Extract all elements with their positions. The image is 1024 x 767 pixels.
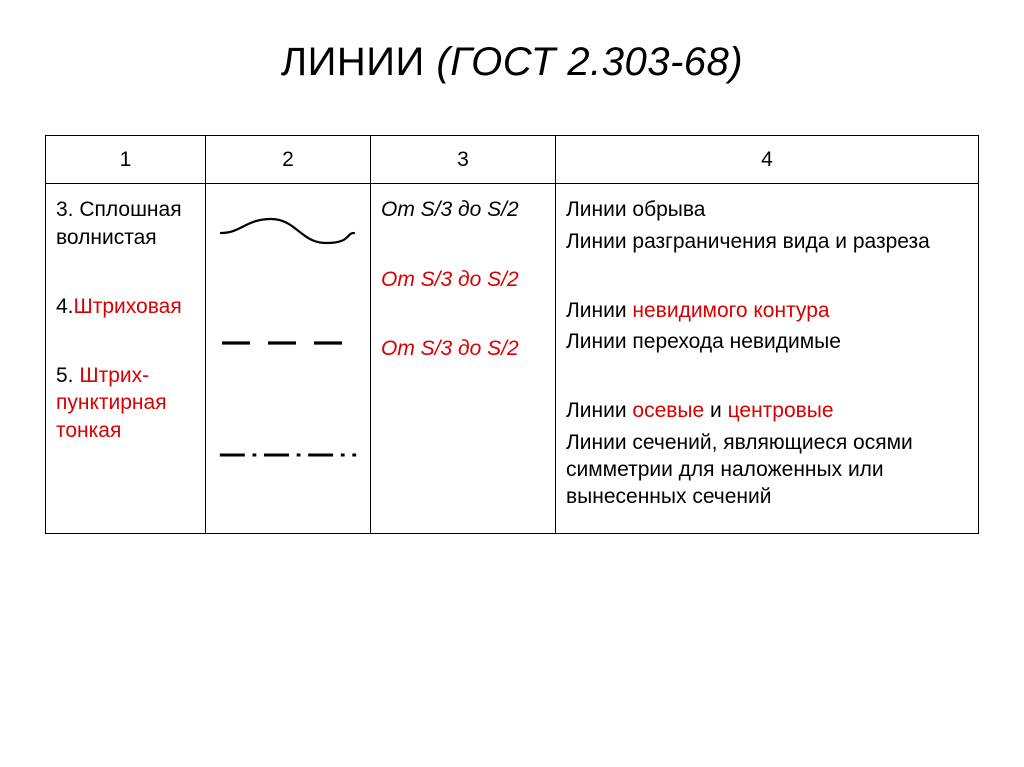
text-red: невидимого контура [632,299,829,322]
text: Линии сечений, являющиеся осями симметри… [566,431,913,509]
sample-dashed [216,308,360,378]
title-italic: (ГОСТ 2.303-68) [436,40,743,84]
line-types-table: 1 2 3 4 3. Сплошная волнистая 4.Штрихова… [45,135,979,534]
row-number: 3. [56,198,79,221]
text-red: центровые [728,399,834,422]
title-plain: ЛИНИИ [281,40,437,84]
text: Линии [566,299,632,322]
col-header-2: 2 [206,136,371,184]
wavy-line-icon [216,211,356,251]
desc-line: Линии перехода невидимые [566,328,968,355]
desc-line: Линии разграничения вида и разреза [566,228,968,255]
col-header-1: 1 [46,136,206,184]
row-number: 5. [56,364,79,387]
thickness-5: От S/3 до S/2 [381,335,545,362]
desc-5: Линии осевые и центровые Линии сечений, … [566,397,968,510]
row-number: 4. [56,295,74,318]
page-title: ЛИНИИ (ГОСТ 2.303-68) [45,40,979,85]
text: и [704,399,727,422]
thickness-3: От S/3 до S/2 [381,196,545,223]
line-name-3: 3. Сплошная волнистая [56,196,195,251]
dash-dot-line-icon [216,445,360,465]
cell-samples [206,184,371,533]
text: Линии [566,399,632,422]
line-name-5: 5. Штрих-пунктирная тонкая [56,362,195,444]
table-header-row: 1 2 3 4 [46,136,979,184]
desc-4: Линии невидимого контура Линии перехода … [566,297,968,356]
desc-line: Линии обрыва [566,196,968,223]
slide: ЛИНИИ (ГОСТ 2.303-68) 1 2 3 4 3. Сплошна… [0,0,1024,767]
desc-line: Линии невидимого контура [566,297,968,324]
line-name-4: 4.Штриховая [56,293,195,320]
text-red: осевые [632,399,704,422]
table-row: 3. Сплошная волнистая 4.Штриховая 5. Штр… [46,184,979,533]
text: Линии перехода невидимые [566,330,841,353]
row-label: Штриховая [74,295,182,318]
sample-dash-dot [216,420,360,490]
col-header-3: 3 [371,136,556,184]
thickness-4: От S/3 до S/2 [381,266,545,293]
desc-line: Линии сечений, являющиеся осями симметри… [566,429,968,511]
cell-descriptions: Линии обрыва Линии разграничения вида и … [556,184,979,533]
desc-line: Линии осевые и центровые [566,397,968,424]
dashed-line-icon [216,333,356,353]
sample-wavy [216,196,360,266]
cell-thickness: От S/3 до S/2 От S/3 до S/2 От S/3 до S/… [371,184,556,533]
text: Линии разграничения вида и разреза [566,230,930,253]
text: Линии обрыва [566,198,705,221]
col-header-4: 4 [556,136,979,184]
desc-3: Линии обрыва Линии разграничения вида и … [566,196,968,255]
cell-names: 3. Сплошная волнистая 4.Штриховая 5. Штр… [46,184,206,533]
